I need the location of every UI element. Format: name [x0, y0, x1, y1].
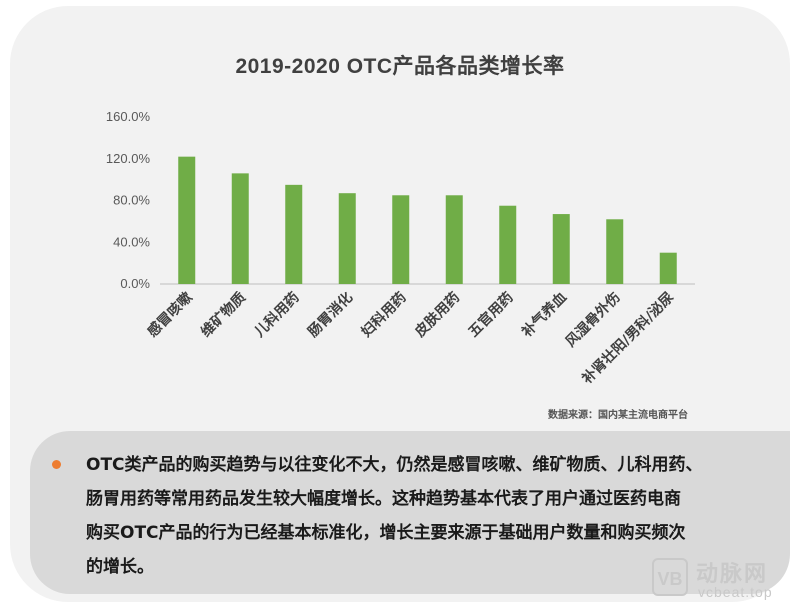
- y-tick-label: 40.0%: [113, 234, 150, 249]
- watermark: VB 动脉网 vcbeat.top: [652, 556, 800, 604]
- x-tick-label: 维矿物质: [197, 289, 249, 341]
- y-tick-label: 160.0%: [106, 109, 151, 124]
- bar: [606, 219, 624, 284]
- x-tick-label: 补肾壮阳/男科/泌尿: [578, 289, 677, 388]
- note-text: OTC类产品的购买趋势与以往变化不大，仍然是感冒咳嗽、维矿物质、儿科用药、 肠胃…: [86, 448, 766, 584]
- watermark-logo-icon: VB: [652, 558, 688, 596]
- x-tick-label: 肠胃消化: [304, 289, 356, 341]
- bar: [338, 193, 356, 284]
- x-tick-label: 妇科用药: [357, 289, 409, 341]
- watermark-name: 动脉网: [696, 562, 769, 587]
- note-line: OTC类产品的购买趋势与以往变化不大，仍然是感冒咳嗽、维矿物质、儿科用药、: [86, 455, 703, 475]
- watermark-url: vcbeat.top: [698, 584, 773, 600]
- bar: [231, 173, 249, 284]
- bar: [178, 156, 196, 284]
- y-tick-label: 120.0%: [106, 151, 151, 166]
- x-tick-label: 五官用药: [465, 289, 517, 341]
- note-box: [30, 431, 790, 594]
- bar: [659, 252, 677, 284]
- y-tick-label: 80.0%: [113, 193, 150, 208]
- data-source: 数据来源：国内某主流电商平台: [548, 410, 688, 421]
- x-tick-label: 儿科用药: [250, 289, 302, 341]
- x-tick-label: 皮肤用药: [411, 289, 463, 341]
- y-tick-label: 0.0%: [120, 276, 150, 291]
- note-line: 肠胃用药等常用药品发生较大幅度增长。这种趋势基本代表了用户通过医药电商: [86, 489, 681, 509]
- chart-title: 2019-2020 OTC产品各品类增长率: [235, 55, 565, 78]
- bar: [499, 205, 517, 284]
- bar: [285, 184, 303, 284]
- note-line: 购买OTC产品的行为已经基本标准化，增长主要来源于基础用户数量和购买频次: [86, 523, 686, 543]
- x-tick-label: 感冒咳嗽: [144, 289, 196, 341]
- x-tick-label: 补气养血: [518, 289, 570, 341]
- bar: [552, 214, 570, 284]
- bullet-dot-icon: [52, 460, 61, 469]
- bar: [445, 195, 463, 284]
- bar: [392, 195, 410, 284]
- note-line: 的增长。: [86, 557, 154, 577]
